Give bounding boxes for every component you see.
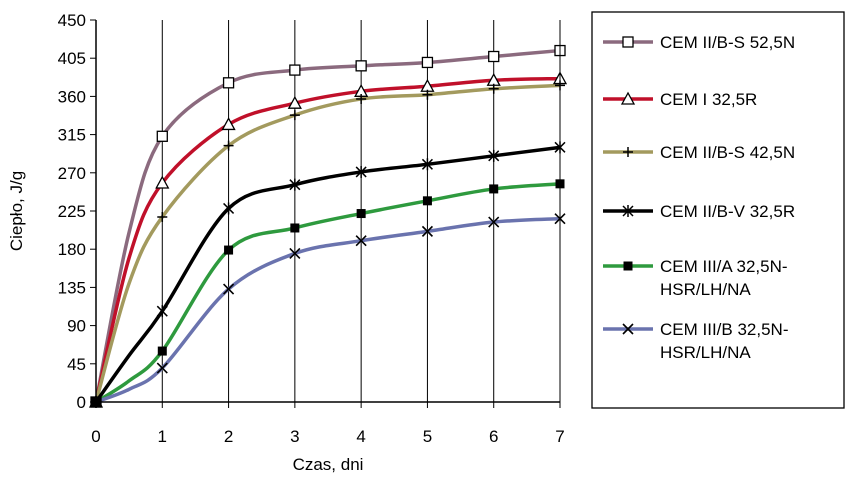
data-point [488,83,499,94]
data-point [422,196,432,206]
y-axis-title: Ciepło, J/g [7,171,26,251]
x-tick-label: 5 [423,427,432,446]
y-tick-label: 270 [58,164,86,183]
x-tick-label: 7 [555,427,564,446]
y-tick-label: 0 [77,393,86,412]
data-point [421,158,433,171]
data-point [421,56,434,69]
data-point [356,209,366,219]
y-tick-labels: 0 45 90 135 180 225 270 315 360 405 450 [58,11,86,412]
y-tick-label: 135 [58,278,86,297]
data-point [224,245,234,255]
data-point [289,247,301,260]
series-line-1 [94,48,561,403]
legend-marker-2 [620,91,636,105]
data-point [156,305,168,318]
x-tick-label: 2 [224,427,233,446]
data-point [355,60,367,72]
data-point [488,50,500,63]
x-tick-label: 0 [91,427,100,446]
data-point [422,89,433,100]
legend-label-4: CEM II/B-V 32,5R [660,202,795,221]
data-point [489,184,499,194]
data-point [289,110,300,121]
legend-marker-4 [622,205,634,217]
data-point [156,130,168,142]
data-point [421,225,433,237]
legend-marker-3 [623,147,633,157]
y-tick-label: 315 [58,126,86,145]
data-point [287,95,302,109]
data-point [290,223,300,233]
data-point [355,235,367,247]
data-point [155,175,170,189]
x-tick-label: 1 [158,427,167,446]
legend-marker-5 [623,261,633,271]
series-line-2 [94,76,561,403]
data-point [355,165,367,178]
data-point [488,216,500,228]
y-tick-label: 45 [67,355,86,374]
data-point [157,211,168,222]
legend-label-5: HSR/LH/NA [660,280,751,299]
y-tick-label: 360 [58,87,86,106]
legend-label-3: CEM II/B-S 42,5N [660,143,795,162]
y-tick-label: 450 [58,11,86,30]
data-point [488,149,500,162]
legend-marker-1 [622,36,634,48]
data-point [356,93,367,104]
legend-label-5: CEM III/A 32,5N- [660,257,788,276]
data-point [221,117,236,131]
y-tick-label: 90 [67,317,86,336]
series-markers [88,44,568,408]
y-tick-label: 225 [58,202,86,221]
series-line-3 [94,83,561,403]
data-point [289,178,301,191]
legend-label-2: CEM I 32,5R [660,90,757,109]
data-point [223,140,234,151]
legend-label-6: CEM III/B 32,5N- [660,320,788,339]
y-tick-label: 405 [58,49,86,68]
x-tick-label: 6 [489,427,498,446]
data-point [223,283,235,295]
x-axis-title: Czas, dni [293,455,364,474]
data-point [222,77,235,89]
data-point [289,64,301,76]
x-tick-label: 3 [290,427,299,446]
legend-marker-6 [622,323,634,335]
x-tick-label: 4 [356,427,365,446]
legend: CEM II/B-S 52,5N CEM I 32,5R CEM II/B-S 42… [591,11,845,409]
y-tick-label: 180 [58,240,86,259]
data-point [157,346,167,356]
axes [90,19,561,408]
data-point [156,362,168,374]
x-tick-labels: 0 1 2 3 4 5 6 7 [91,427,564,446]
series-line-6 [95,216,561,404]
data-point [223,202,235,215]
legend-label-1: CEM II/B-S 52,5N [660,33,795,52]
legend-label-6: HSR/LH/NA [660,343,751,362]
